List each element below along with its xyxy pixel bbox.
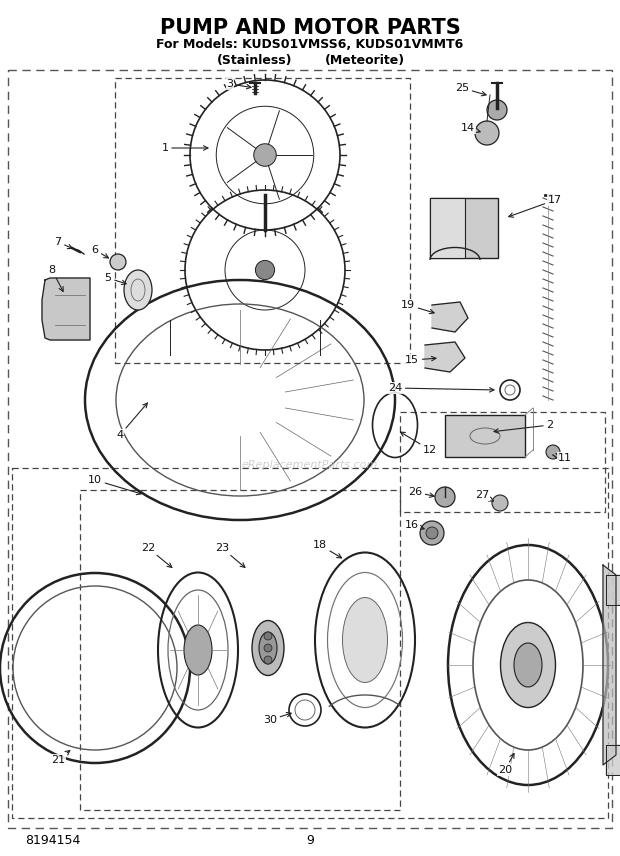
Polygon shape <box>606 575 620 605</box>
Text: 20: 20 <box>498 753 514 775</box>
Ellipse shape <box>124 270 152 310</box>
Text: 14: 14 <box>461 123 480 133</box>
Bar <box>430 198 465 258</box>
Bar <box>115 78 410 363</box>
Text: 8: 8 <box>48 265 63 291</box>
Text: 10: 10 <box>88 475 141 495</box>
Text: 16: 16 <box>405 520 424 530</box>
Text: 9: 9 <box>306 834 314 847</box>
Bar <box>80 490 400 810</box>
Text: 21: 21 <box>51 751 70 765</box>
Polygon shape <box>603 565 616 765</box>
Ellipse shape <box>342 597 388 682</box>
Text: 18: 18 <box>313 540 342 558</box>
Bar <box>12 468 608 818</box>
Circle shape <box>254 144 277 166</box>
Ellipse shape <box>184 625 212 675</box>
Polygon shape <box>432 302 468 332</box>
Text: (Stainless): (Stainless) <box>217 54 293 67</box>
Circle shape <box>435 487 455 507</box>
Text: 6: 6 <box>92 245 108 258</box>
Text: 25: 25 <box>455 83 486 96</box>
Circle shape <box>264 644 272 652</box>
Text: 2: 2 <box>494 420 554 433</box>
Polygon shape <box>425 342 465 372</box>
Text: 1: 1 <box>161 143 208 153</box>
Text: 4: 4 <box>117 403 148 440</box>
Bar <box>400 412 605 512</box>
Polygon shape <box>42 278 90 340</box>
Text: 12: 12 <box>401 432 437 455</box>
Text: 26: 26 <box>408 487 434 497</box>
Bar <box>8 70 612 828</box>
Circle shape <box>420 521 444 545</box>
Polygon shape <box>606 745 620 775</box>
Ellipse shape <box>259 632 277 664</box>
Text: 23: 23 <box>215 543 245 568</box>
Circle shape <box>426 527 438 539</box>
Text: PUMP AND MOTOR PARTS: PUMP AND MOTOR PARTS <box>159 18 461 38</box>
Text: 15: 15 <box>405 355 436 365</box>
Ellipse shape <box>500 622 556 708</box>
Circle shape <box>546 445 560 459</box>
Circle shape <box>492 495 508 511</box>
Bar <box>430 198 498 258</box>
Text: 27: 27 <box>475 490 494 501</box>
Text: 7: 7 <box>55 237 73 248</box>
Text: eReplacementParts.com: eReplacementParts.com <box>242 460 378 470</box>
Text: For Models: KUDS01VMSS6, KUDS01VMMT6: For Models: KUDS01VMSS6, KUDS01VMMT6 <box>156 38 464 51</box>
Bar <box>445 415 525 457</box>
Circle shape <box>264 632 272 640</box>
Text: 22: 22 <box>141 543 172 568</box>
Text: (Meteorite): (Meteorite) <box>325 54 405 67</box>
Text: 24: 24 <box>388 383 494 393</box>
Text: 19: 19 <box>401 300 434 313</box>
Text: 3: 3 <box>226 79 251 89</box>
Circle shape <box>487 100 507 120</box>
Text: 30: 30 <box>263 712 291 725</box>
Circle shape <box>475 121 499 145</box>
Circle shape <box>255 260 275 280</box>
Ellipse shape <box>514 643 542 687</box>
Circle shape <box>264 656 272 664</box>
Text: 8194154: 8194154 <box>25 834 81 847</box>
Text: 17: 17 <box>509 195 562 217</box>
Ellipse shape <box>252 621 284 675</box>
Text: 11: 11 <box>556 453 572 463</box>
Text: 5: 5 <box>105 273 126 284</box>
Circle shape <box>110 254 126 270</box>
